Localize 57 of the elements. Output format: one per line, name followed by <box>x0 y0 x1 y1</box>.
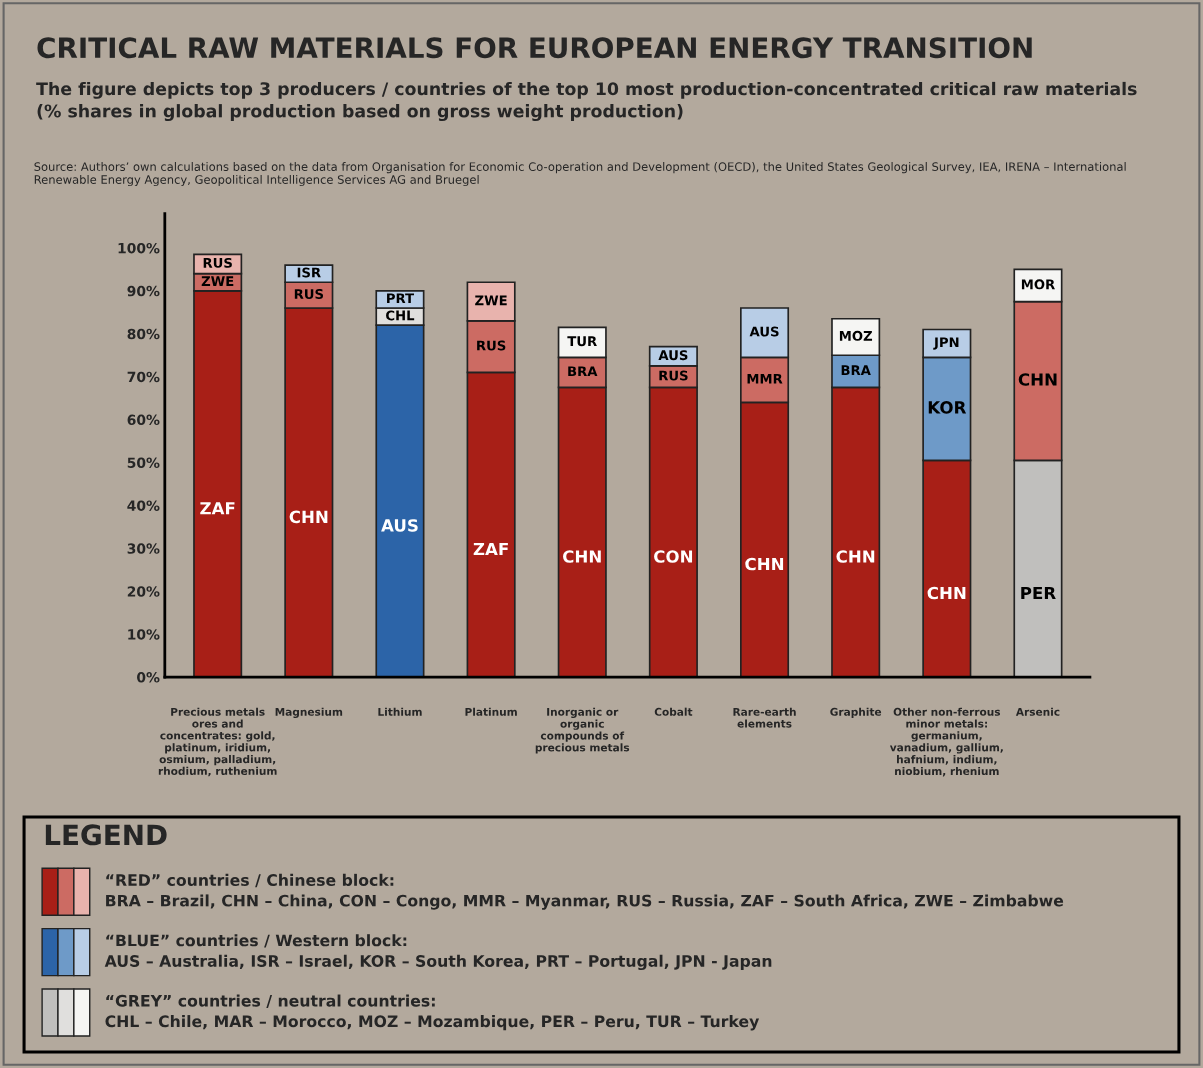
data-label: CHN <box>927 586 966 600</box>
y-tick-label: 80% <box>127 328 160 340</box>
data-label: JPN <box>933 337 959 350</box>
data-label: TUR <box>567 336 597 347</box>
text: LEGEND <box>45 824 167 846</box>
x-tick-label: Magnesium <box>275 707 343 718</box>
data-label: CHN <box>563 550 601 563</box>
y-tick-label: 90% <box>127 285 160 297</box>
text: “BLUE” countries / Western block: AUS – Australia, ISR – Israel, KOR – South Korea, PRT – Portugal, JPN - Japan <box>104 934 772 971</box>
data-label: ZWE <box>475 295 507 306</box>
data-label: CHN <box>836 550 875 563</box>
x-tick-label: Graphite <box>830 707 882 718</box>
data-label: BRA <box>841 365 871 375</box>
data-label: PER <box>1021 586 1056 600</box>
data-label: AUS <box>658 350 688 361</box>
text: “RED” countries / Chinese block: BRA – Brazil, CHN – China, CON – Congo, MMR – Myanmar, RUS – Russia, ZAF – South Africa, ZWE – Zimbabwe <box>106 873 1064 910</box>
y-tick-label: 100% <box>118 242 160 254</box>
y-tick-label: 40% <box>127 500 160 511</box>
data-label: AUS <box>381 519 418 532</box>
x-tick-label: Cobalt <box>654 707 693 716</box>
x-tick-label: Rare-earth elements <box>733 707 796 728</box>
data-label: MOR <box>1021 279 1055 290</box>
x-tick-label: Inorganic or organic compounds of precious metals <box>535 707 630 754</box>
data-label: CHL <box>386 310 415 321</box>
data-label: BRA <box>568 366 598 377</box>
data-label: CON <box>654 550 693 563</box>
data-label: MMR <box>747 373 783 384</box>
data-label: ZAF <box>200 502 235 515</box>
data-label: RUS <box>294 288 324 299</box>
y-tick-label: 60% <box>127 414 160 426</box>
data-label: RUS <box>477 340 506 351</box>
data-label: ZAF <box>473 542 508 556</box>
data-label: KOR <box>928 401 967 414</box>
y-tick-label: 20% <box>127 586 160 597</box>
y-tick-label: 10% <box>128 629 160 640</box>
data-label: PRT <box>387 293 415 304</box>
y-tick-label: 0% <box>137 672 160 683</box>
x-tick-label: Platinum <box>465 707 517 716</box>
source-note: Source: Authors’ own calculations based on the data from Organisation for Economic Co-operation and Development (OECD), the United States Geological Survey, IEA, IRENA – International Renewable Energy Agency, Geopolitical Intelligence Services AG and Bruegel <box>34 162 1126 187</box>
chart-subtitle: The figure depicts top 3 producers / countries of the top 10 most production-concentrated critical raw materials (% shares in global production based on gross weight production) <box>36 81 1137 122</box>
data-label: MOZ <box>839 330 873 341</box>
data-label: AUS <box>749 326 779 337</box>
data-label: ZWE <box>201 276 234 286</box>
data-label: CHN <box>289 510 328 524</box>
x-tick-label: Other non-ferrous minor metals: germanium, vanadium, gallium, hafnium, indium, niobium, rhenium <box>889 707 1003 777</box>
data-label: CHN <box>745 557 784 571</box>
y-tick-label: 70% <box>127 371 160 383</box>
data-label: RUS <box>659 370 688 381</box>
y-tick-label: 30% <box>127 543 160 554</box>
data-label: RUS <box>203 257 232 268</box>
chart-title: CRITICAL RAW MATERIALS FOR EUROPEAN ENERGY TRANSITION <box>37 37 1032 59</box>
data-label: CHN <box>1018 373 1057 386</box>
y-tick-label: 50% <box>127 457 160 468</box>
text: “GREY” countries / neutral countries: CHL – Chile, MAR – Morocco, MOZ – Mozambique, PER – Peru, TUR – Turkey <box>105 994 760 1031</box>
x-tick-label: Arsenic <box>1015 707 1060 716</box>
data-label: ISR <box>297 267 321 278</box>
x-tick-label: Lithium <box>378 707 422 716</box>
